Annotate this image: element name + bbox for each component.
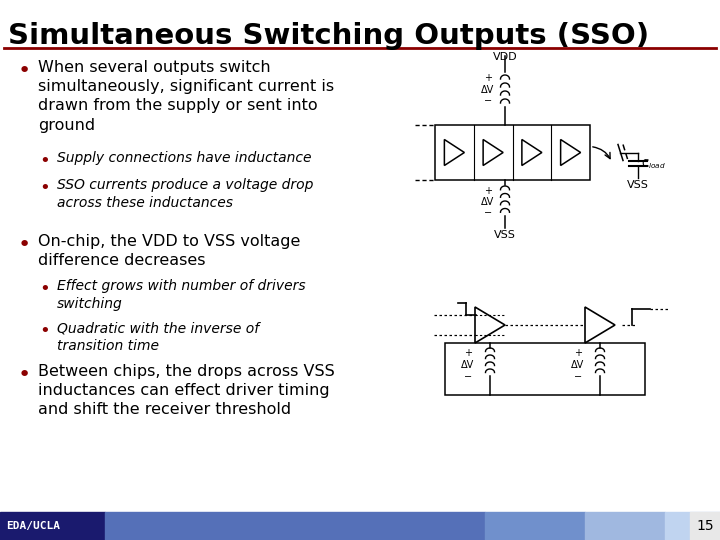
Bar xyxy=(105,512,485,540)
Text: +: + xyxy=(484,73,492,83)
Bar xyxy=(585,512,665,540)
Text: SSO currents produce a voltage drop
across these inductances: SSO currents produce a voltage drop acro… xyxy=(57,178,313,210)
Bar xyxy=(435,125,590,180)
Text: +: + xyxy=(574,348,582,358)
Text: −: − xyxy=(574,372,582,382)
Text: +: + xyxy=(464,348,472,358)
Text: VSS: VSS xyxy=(494,230,516,240)
Text: •: • xyxy=(40,280,50,298)
Text: Supply connections have inductance: Supply connections have inductance xyxy=(57,151,312,165)
Text: −: − xyxy=(484,96,492,106)
Text: EDA/UCLA: EDA/UCLA xyxy=(6,521,60,531)
Bar xyxy=(0,512,105,540)
Text: C$_{load}$: C$_{load}$ xyxy=(641,158,666,171)
Text: On-chip, the VDD to VSS voltage
difference decreases: On-chip, the VDD to VSS voltage differen… xyxy=(38,234,300,268)
Bar xyxy=(485,512,585,540)
Text: ΔV: ΔV xyxy=(482,197,495,207)
Bar xyxy=(665,512,720,540)
Text: VSS: VSS xyxy=(627,179,649,190)
Text: VDD: VDD xyxy=(492,52,517,62)
Text: •: • xyxy=(17,365,31,385)
Text: •: • xyxy=(40,179,50,197)
Text: •: • xyxy=(17,235,31,255)
Text: •: • xyxy=(40,152,50,170)
Text: Between chips, the drops across VSS
inductances can effect driver timing
and shi: Between chips, the drops across VSS indu… xyxy=(38,364,335,417)
Text: ΔV: ΔV xyxy=(482,85,495,95)
Text: −: − xyxy=(484,208,492,218)
Bar xyxy=(690,512,720,540)
Text: 15: 15 xyxy=(696,519,714,533)
Text: •: • xyxy=(17,61,31,81)
Text: •: • xyxy=(40,322,50,340)
Text: ΔV: ΔV xyxy=(572,360,585,370)
Bar xyxy=(445,343,645,395)
Text: When several outputs switch
simultaneously, significant current is
drawn from th: When several outputs switch simultaneous… xyxy=(38,60,334,133)
Text: Effect grows with number of drivers
switching: Effect grows with number of drivers swit… xyxy=(57,279,305,311)
Text: Simultaneous Switching Outputs (SSO): Simultaneous Switching Outputs (SSO) xyxy=(8,22,649,50)
Text: +: + xyxy=(484,186,492,196)
Text: ΔV: ΔV xyxy=(462,360,474,370)
Text: Quadratic with the inverse of
transition time: Quadratic with the inverse of transition… xyxy=(57,321,259,353)
Text: −: − xyxy=(464,372,472,382)
